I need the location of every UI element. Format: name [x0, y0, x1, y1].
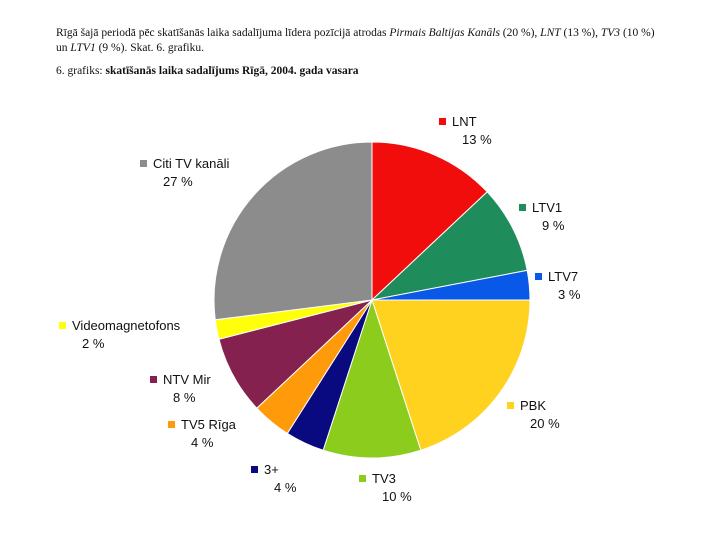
legend-marker-lnt [439, 118, 446, 125]
intro-pbk-pct: (20 %), [499, 27, 541, 39]
intro-paragraph: Rīgā šajā periodā pēc skatīšanās laika s… [56, 26, 696, 56]
slice-label-tv3: TV3 [372, 471, 396, 486]
pie-slice-tv3 [322, 298, 422, 459]
pie-slice-lnt [371, 141, 488, 302]
pie-slice-pbk [371, 299, 531, 451]
chart-caption: 6. grafiks: skatīšanās laika sadalījums … [56, 64, 696, 79]
caption-prefix: 6. grafiks: [56, 65, 106, 77]
slice-label-ltv7: LTV7 [548, 269, 578, 284]
slice-label-ntv-mir: NTV Mir [163, 372, 211, 387]
slice-label-lnt: LNT [452, 114, 477, 129]
legend-marker-ltv1 [519, 204, 526, 211]
slice-label-pbk: PBK [520, 398, 546, 413]
intro-lnt: LNT [540, 27, 561, 39]
slice-label-videomagnetofons: Videomagnetofons [72, 318, 181, 333]
slice-label-citi-tv-kan-li: Citi TV kanāli [153, 156, 229, 171]
intro-tv3-pct: (10 %) [620, 27, 655, 39]
slice-value-ltv7: 3 % [558, 287, 581, 302]
legend-marker-videomagnetofons [59, 322, 66, 329]
slice-label-tv5-r-ga: TV5 Rīga [181, 417, 237, 432]
legend-marker-pbk [507, 402, 514, 409]
slice-value-lnt: 13 % [462, 132, 492, 147]
legend-marker-ntv-mir [150, 376, 157, 383]
intro-un: un [56, 42, 71, 54]
legend-marker-tv3 [359, 475, 366, 482]
slice-value-citi-tv-kan-li: 27 % [163, 174, 193, 189]
legend-marker-ltv7 [535, 273, 542, 280]
pie-slice-citi-tv-kan-li [213, 141, 373, 321]
slice-value-pbk: 20 % [530, 416, 560, 431]
legend-marker-tv5-r-ga [168, 421, 175, 428]
slice-value-tv5-r-ga: 4 % [191, 435, 214, 450]
intro-text: Rīgā šajā periodā pēc skatīšanās laika s… [56, 27, 390, 39]
legend-marker-citi-tv-kan-li [140, 160, 147, 167]
intro-suffix: (9 %). Skat. 6. grafiku. [95, 42, 204, 54]
legend-marker-3 [251, 466, 258, 473]
slice-value-ltv1: 9 % [542, 218, 565, 233]
intro-lnt-pct: (13 %), [560, 27, 601, 39]
slice-label-3: 3+ [264, 462, 279, 477]
pie-slice-ltv1 [370, 191, 528, 301]
slice-value-videomagnetofons: 2 % [82, 336, 105, 351]
slice-value-tv3: 10 % [382, 489, 412, 504]
slice-value-3: 4 % [274, 480, 297, 495]
intro-pbk: Pirmais Baltijas Kanāls [389, 27, 500, 39]
slice-value-ntv-mir: 8 % [173, 390, 196, 405]
intro-ltv1: LTV1 [70, 42, 96, 54]
slice-label-ltv1: LTV1 [532, 200, 562, 215]
caption-title: skatīšanās laika sadalījums Rīgā, 2004. … [105, 65, 359, 77]
intro-tv3: TV3 [600, 27, 621, 39]
